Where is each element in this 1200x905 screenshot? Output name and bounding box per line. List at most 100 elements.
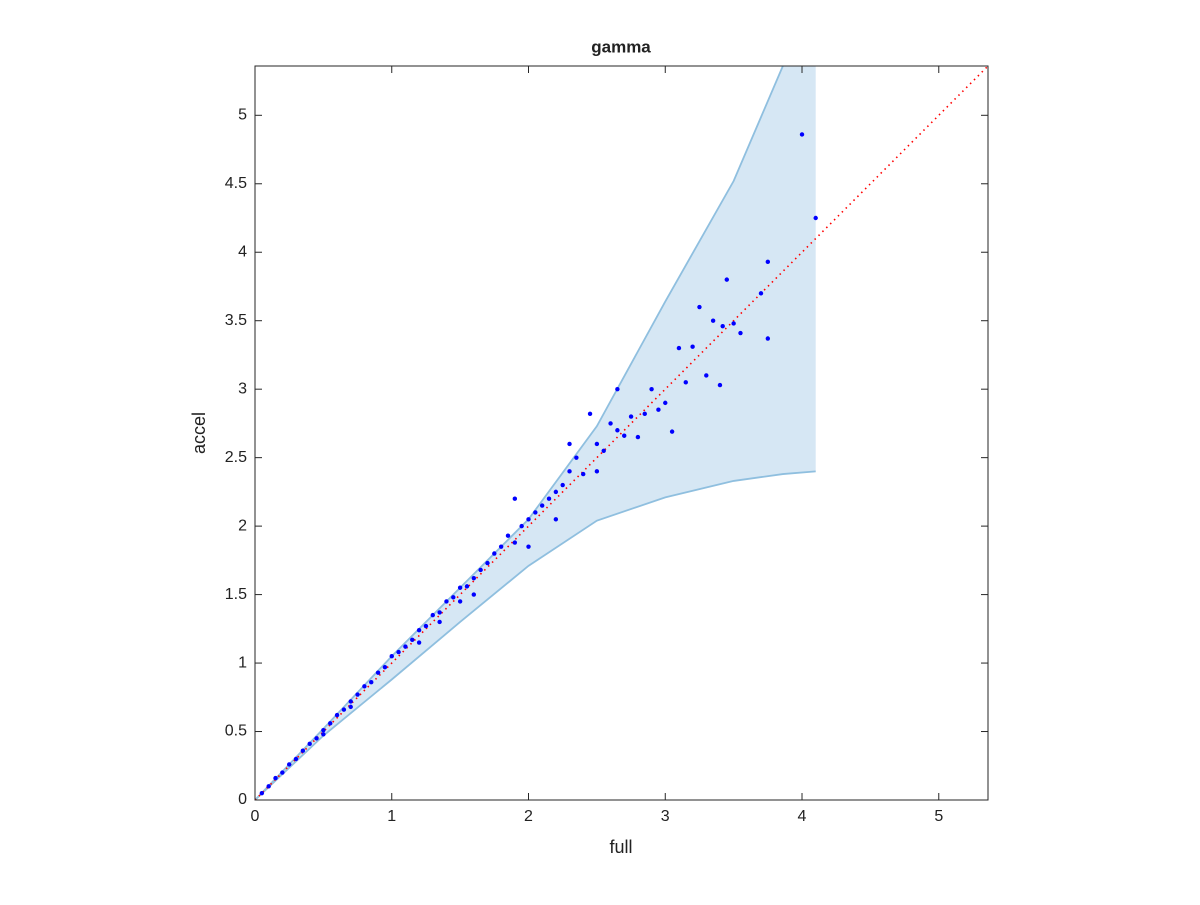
- scatter-point: [628, 414, 634, 419]
- scatter-point: [669, 429, 675, 434]
- scatter-point: [451, 595, 456, 600]
- scatter-point: [348, 704, 353, 710]
- scatter-point: [437, 619, 442, 625]
- scatter-point: [765, 259, 771, 265]
- scatter-point: [738, 330, 743, 336]
- y-tick-label: 3: [238, 380, 247, 397]
- scatter-point: [615, 386, 620, 392]
- scatter-point: [615, 428, 620, 433]
- scatter-point: [259, 790, 265, 796]
- scatter-point: [622, 433, 627, 438]
- scatter-point: [403, 644, 408, 649]
- scatter-point: [444, 599, 449, 604]
- scatter-point: [581, 471, 586, 477]
- plot-area: [255, 66, 988, 800]
- scatter-point: [321, 732, 326, 737]
- scatter-point: [512, 540, 518, 545]
- scatter-point: [799, 132, 805, 137]
- scatter-point: [642, 411, 647, 417]
- scatter-point: [567, 441, 572, 447]
- scatter-point: [471, 575, 477, 581]
- scatter-point: [498, 544, 504, 549]
- scatter-point: [594, 441, 600, 447]
- y-tick-label: 0.5: [225, 723, 247, 740]
- scatter-point: [553, 489, 559, 495]
- x-tick-label: 4: [798, 808, 807, 825]
- scatter-point: [437, 610, 442, 615]
- scatter-point: [587, 411, 593, 417]
- scatter-point: [430, 612, 435, 618]
- scatter-point: [567, 469, 572, 474]
- scatter-point: [423, 623, 429, 629]
- scatter-point: [382, 664, 388, 670]
- scatter-point: [519, 523, 524, 529]
- scatter-point: [314, 736, 319, 741]
- scatter-point: [690, 344, 695, 349]
- scatter-point: [683, 380, 688, 385]
- x-axis-label: full: [609, 837, 632, 857]
- scatter-point: [601, 448, 606, 454]
- scatter-point: [608, 421, 613, 426]
- scatter-point: [300, 748, 306, 753]
- scatter-point: [273, 775, 278, 781]
- y-tick-label: 4: [238, 243, 247, 260]
- chart-title: gamma: [591, 37, 651, 56]
- scatter-point: [539, 503, 545, 508]
- scatter-point: [649, 386, 654, 392]
- scatter-point: [355, 692, 360, 697]
- axes-box: [254, 65, 989, 801]
- scatter-point: [362, 684, 367, 689]
- scatter-point: [280, 770, 285, 775]
- scatter-point: [533, 510, 538, 515]
- scatter-point: [307, 741, 312, 747]
- scatter-point: [492, 551, 497, 556]
- scatter-point: [457, 599, 463, 604]
- scatter-point: [813, 215, 818, 221]
- scatter-point: [526, 544, 531, 549]
- scatter-point: [594, 469, 600, 474]
- scatter-point: [286, 762, 292, 767]
- scatter-point: [416, 627, 422, 633]
- y-tick-label: 0: [238, 791, 247, 808]
- scatter-point: [758, 291, 764, 296]
- y-tick-label: 4.5: [225, 175, 247, 192]
- scatter-point: [471, 592, 477, 597]
- scatter-point: [293, 756, 299, 762]
- x-tick-label: 1: [387, 808, 396, 825]
- y-tick-label: 2.5: [225, 449, 247, 466]
- scatter-point: [676, 345, 682, 351]
- y-axis-label: accel: [189, 412, 209, 454]
- scatter-point: [389, 654, 394, 659]
- scatter-point: [635, 434, 641, 440]
- scatter-point: [410, 637, 415, 642]
- scatter-point: [341, 707, 347, 712]
- scatter-point: [720, 323, 725, 329]
- x-tick-label: 5: [934, 808, 943, 825]
- scatter-point: [546, 496, 552, 501]
- y-tick-label: 2: [238, 517, 247, 534]
- scatter-point: [369, 680, 374, 685]
- scatter-point: [485, 560, 490, 566]
- scatter-point: [266, 784, 271, 789]
- scatter-point: [724, 277, 730, 282]
- scatter-point: [663, 400, 668, 406]
- scatter-point: [560, 482, 565, 488]
- scatter-point: [505, 533, 511, 538]
- scatter-point: [526, 517, 531, 522]
- x-tick-label: 3: [661, 808, 670, 825]
- scatter-point: [457, 585, 463, 590]
- scatter-point: [553, 517, 559, 522]
- scatter-point: [464, 584, 470, 589]
- scatter-point: [328, 721, 333, 726]
- scatter-point: [396, 649, 401, 655]
- scatter-point: [704, 373, 709, 378]
- scatter-point: [731, 321, 736, 326]
- scatter-point: [697, 304, 702, 310]
- scatter-point: [416, 640, 422, 645]
- x-tick-label: 0: [251, 808, 260, 825]
- y-tick-label: 3.5: [225, 312, 247, 329]
- scatter-point: [321, 727, 326, 733]
- y-tick-label: 1: [238, 654, 247, 671]
- scatter-point: [348, 699, 353, 704]
